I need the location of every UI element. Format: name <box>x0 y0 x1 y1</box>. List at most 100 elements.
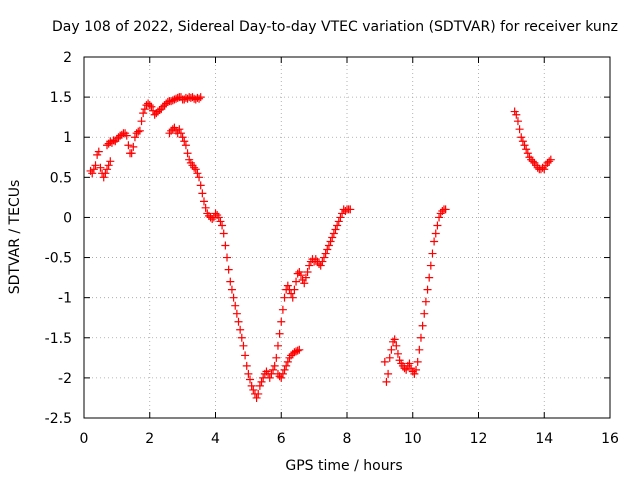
data-point <box>518 137 527 146</box>
data-point <box>292 277 301 286</box>
data-point <box>290 348 299 357</box>
data-point <box>426 261 435 270</box>
data-point <box>226 277 235 286</box>
data-point <box>219 229 228 238</box>
data-point <box>393 349 402 358</box>
data-point <box>134 127 143 136</box>
data-point <box>290 285 299 294</box>
data-point <box>234 317 243 326</box>
data-point <box>175 125 184 134</box>
data-point <box>545 157 554 166</box>
data-point <box>331 225 340 234</box>
data-point <box>236 325 245 334</box>
data-point <box>269 365 278 374</box>
data-point <box>227 285 236 294</box>
y-tick-label: -1 <box>58 291 72 307</box>
data-point <box>180 95 189 104</box>
plot-border <box>83 56 611 419</box>
y-tick-label: -1.5 <box>45 331 72 347</box>
data-point <box>103 141 112 150</box>
data-point <box>413 357 422 366</box>
data-point <box>301 273 310 282</box>
data-point <box>196 181 205 190</box>
x-tick-label: 14 <box>535 431 553 447</box>
data-point <box>300 279 309 288</box>
data-point <box>193 93 202 102</box>
series-segment-3 <box>273 345 304 382</box>
data-point <box>295 345 304 354</box>
data-point <box>198 189 207 198</box>
y-tick-label: 1 <box>63 130 72 146</box>
data-point <box>528 157 537 166</box>
data-point <box>145 101 154 110</box>
data-point <box>237 333 246 342</box>
data-point <box>129 142 138 151</box>
data-point <box>254 389 263 398</box>
data-point <box>515 125 524 134</box>
data-point <box>283 281 292 290</box>
series-segment-1 <box>86 93 205 182</box>
data-point <box>88 169 97 178</box>
data-point <box>135 126 144 135</box>
data-point <box>91 161 100 170</box>
data-point <box>275 329 284 338</box>
data-point <box>247 381 256 390</box>
y-tick-label: 1.5 <box>50 90 72 106</box>
data-point <box>334 217 343 226</box>
data-point <box>418 321 427 330</box>
data-point <box>288 293 297 302</box>
data-point <box>438 207 447 216</box>
x-tick-label: 16 <box>601 431 619 447</box>
data-point <box>191 165 200 174</box>
data-point <box>280 365 289 374</box>
data-point <box>405 359 414 368</box>
data-point <box>277 317 286 326</box>
data-point <box>180 137 189 146</box>
y-tick-label: 0 <box>63 210 72 226</box>
data-point <box>181 141 190 150</box>
data-point <box>139 109 148 118</box>
data-point <box>546 155 555 164</box>
data-point <box>341 207 350 216</box>
data-point <box>232 309 241 318</box>
x-tick-label: 6 <box>277 431 286 447</box>
data-point <box>122 131 131 140</box>
data-point <box>385 353 394 362</box>
data-point <box>433 221 442 230</box>
data-point <box>216 217 225 226</box>
data-point <box>183 149 192 158</box>
data-point <box>163 97 172 106</box>
data-point <box>270 361 279 370</box>
data-point <box>277 373 286 382</box>
data-point <box>211 209 220 218</box>
data-point <box>104 161 113 170</box>
x-tick-label: 12 <box>470 431 488 447</box>
data-point <box>382 377 391 386</box>
data-point <box>523 149 532 158</box>
data-point <box>218 221 227 230</box>
series-segment-5 <box>510 107 555 174</box>
data-point <box>441 205 450 214</box>
data-point <box>520 141 529 150</box>
data-point <box>214 213 223 222</box>
data-point <box>318 257 327 266</box>
data-point <box>221 241 230 250</box>
data-point <box>137 117 146 126</box>
y-tick-label: 0.5 <box>50 170 72 186</box>
data-point <box>201 203 210 212</box>
data-point <box>425 273 434 282</box>
data-point <box>117 130 126 139</box>
data-point <box>244 369 253 378</box>
data-point <box>517 133 526 142</box>
data-point <box>249 385 258 394</box>
data-point <box>346 205 355 214</box>
y-tick-label: -2.5 <box>45 411 72 427</box>
data-point <box>255 381 264 390</box>
x-tick-label: 4 <box>211 431 220 447</box>
data-point <box>195 173 204 182</box>
data-point <box>428 249 437 258</box>
data-point <box>380 357 389 366</box>
data-point <box>328 233 337 242</box>
data-point <box>303 267 312 276</box>
